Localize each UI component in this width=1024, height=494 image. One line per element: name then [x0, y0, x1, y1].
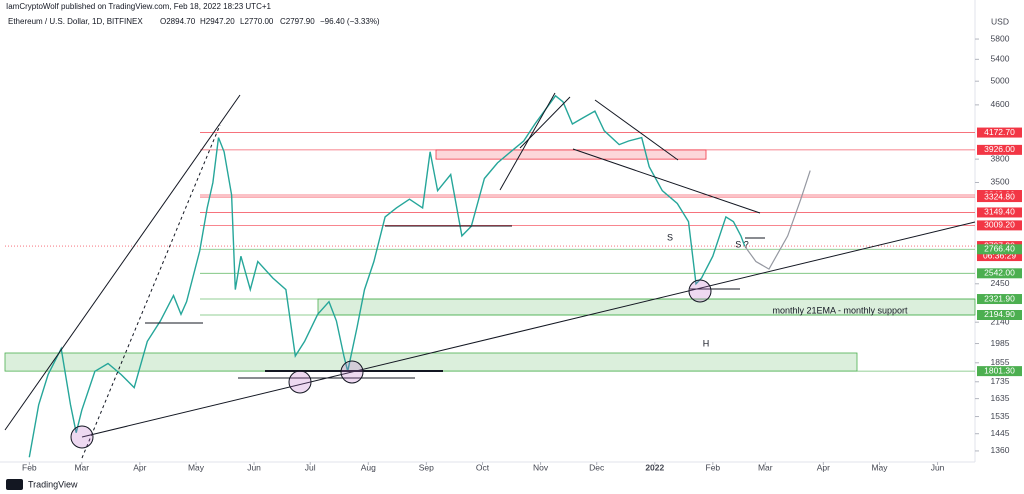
x-tick-label: Feb	[706, 462, 721, 472]
marker-circle	[288, 370, 312, 394]
trendline	[499, 92, 556, 191]
x-tick-label: Sep	[419, 462, 434, 472]
y-tick-label: 2140	[991, 316, 1010, 326]
annotation: S	[667, 232, 673, 242]
price-label: 2194.90	[984, 309, 1015, 319]
trendlines	[4, 92, 976, 459]
y-tick-label: 3800	[991, 153, 1010, 163]
y-tick-label: 1985	[991, 338, 1010, 348]
price-label-box	[977, 207, 1022, 218]
x-tick-label: Aug	[361, 462, 376, 472]
x-tick-label: May	[188, 462, 205, 472]
countdown: 06:36:29	[983, 250, 1016, 260]
y-tick-label: 1445	[991, 428, 1010, 438]
x-tick-label: Oct	[476, 462, 490, 472]
currency: USD	[991, 16, 1009, 26]
price-label: 1801.30	[984, 365, 1015, 375]
x-tick-label: May	[871, 462, 888, 472]
price-label-box	[977, 220, 1022, 231]
x-tick-label: Nov	[533, 462, 549, 472]
y-tick-label: 1360	[991, 445, 1010, 455]
footer-logo: TradingView	[28, 479, 78, 489]
symbol-header: Ethereum / U.S. Dollar, 1D, BITFINEX O28…	[8, 17, 380, 26]
price-line	[28, 94, 746, 458]
y-tick-label: 1535	[991, 411, 1010, 421]
price-label: 2321.90	[984, 293, 1015, 303]
trendline	[81, 124, 221, 459]
publisher: IamCryptoWolf published on TradingView.c…	[6, 2, 272, 11]
y-tick-label: 2450	[991, 278, 1010, 288]
annotation: S ?	[735, 239, 749, 249]
ohlc-value: H2947.20	[200, 17, 235, 26]
ohlc-value: O2894.70	[160, 17, 196, 26]
y-tick-label: 1735	[991, 376, 1010, 386]
zone	[4, 352, 858, 372]
marker-circle	[340, 360, 364, 384]
price-label-box	[977, 309, 1022, 320]
price-label: 3009.20	[984, 220, 1015, 230]
price-label-box	[977, 127, 1022, 138]
logo-icon	[6, 479, 23, 490]
price-label-box	[977, 144, 1022, 155]
x-tick-label: Feb	[22, 462, 37, 472]
x-tick-label: Mar	[758, 462, 773, 472]
y-tick-label: 4600	[991, 99, 1010, 109]
trendline	[519, 96, 571, 149]
y-tick-label: 1635	[991, 393, 1010, 403]
ohlc-value: L2770.00	[240, 17, 274, 26]
x-tick-label: 2022	[645, 462, 664, 472]
price-label-box	[977, 244, 1022, 255]
price-label: 2766.40	[984, 244, 1015, 254]
price-label-box	[977, 192, 1022, 203]
zone-label: monthly 21EMA - monthly support	[772, 305, 908, 315]
price-label-box	[977, 366, 1022, 377]
annotation: H	[703, 338, 710, 348]
symbol: Ethereum / U.S. Dollar, 1D, BITFINEX	[8, 17, 143, 26]
marker-circle	[688, 279, 712, 303]
y-tick-label: 5000	[991, 75, 1010, 85]
x-tick-label: Apr	[817, 462, 830, 472]
x-tick-label: Jun	[247, 462, 261, 472]
price-label: 4172.70	[984, 127, 1015, 137]
trendline	[572, 148, 761, 214]
price-line	[744, 170, 811, 270]
ohlc-value: C2797.90	[280, 17, 315, 26]
y-tick-label: 1855	[991, 357, 1010, 367]
price-label: 3149.40	[984, 207, 1015, 217]
price-label-box	[977, 294, 1022, 305]
x-tick-label: Apr	[133, 462, 146, 472]
x-tick-label: Dec	[589, 462, 605, 472]
x-tick-label: Mar	[74, 462, 89, 472]
price-label: 2542.00	[984, 268, 1015, 278]
y-tick-label: 5800	[991, 33, 1010, 43]
trendline	[4, 94, 241, 431]
trendline	[594, 99, 679, 161]
x-tick-label: Jun	[931, 462, 945, 472]
marker-circle	[70, 425, 94, 449]
ohlc-value: −96.40 (−3.33%)	[320, 17, 380, 26]
x-tick-label: Jul	[305, 462, 316, 472]
trendline	[81, 221, 976, 438]
price-label: 3324.80	[984, 191, 1015, 201]
price-label: 3926.00	[984, 144, 1015, 154]
y-tick-label: 3500	[991, 177, 1010, 187]
price-label-box	[977, 268, 1022, 279]
y-tick-label: 5400	[991, 54, 1010, 64]
countdown-box	[977, 251, 1022, 262]
